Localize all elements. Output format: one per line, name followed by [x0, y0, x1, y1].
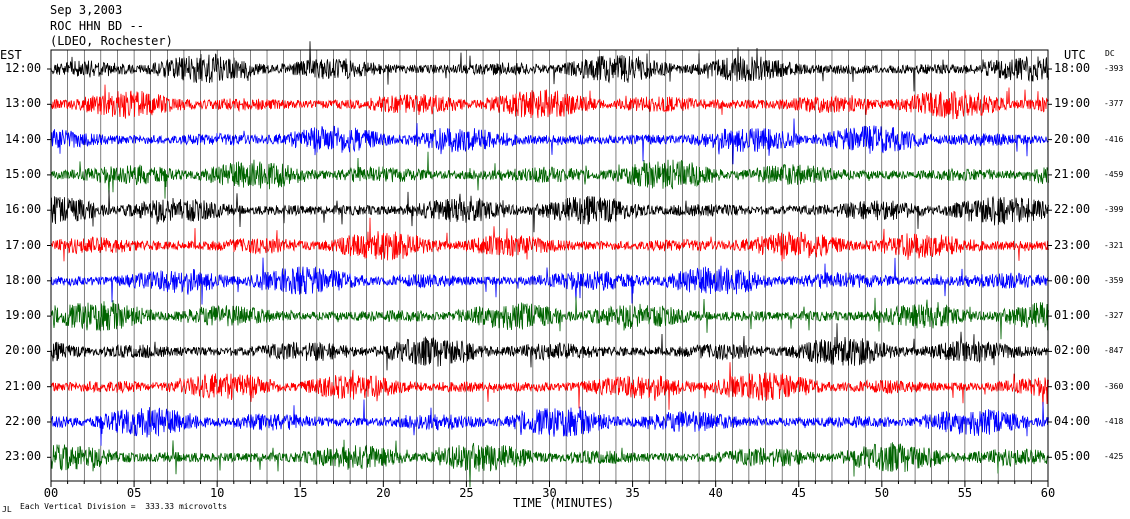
footer-mark: JL — [2, 505, 12, 514]
seismic-trace-1700 — [50, 217, 1049, 262]
x-tick-label: 15 — [293, 486, 307, 500]
header-date: Sep 3,2003 — [50, 3, 123, 17]
dc-offset-value: -416 — [1104, 134, 1124, 144]
utc-hour-label: 23:00 — [1054, 237, 1091, 252]
est-hour-label: 15:00 — [5, 166, 42, 181]
x-tick-label: 10 — [210, 486, 224, 500]
seismic-trace-1200 — [50, 41, 1049, 92]
dc-offset-value: -360 — [1104, 381, 1124, 391]
dc-offset-value: -459 — [1104, 169, 1124, 179]
dc-offset-value: -327 — [1104, 311, 1124, 321]
est-hour-label: 17:00 — [5, 237, 42, 252]
dc-offset-value: -377 — [1104, 99, 1124, 109]
est-hour-label: 13:00 — [5, 96, 42, 111]
right-timezone-label: UTC — [1064, 48, 1086, 62]
est-hour-label: 18:00 — [5, 272, 42, 287]
x-tick-label: 00 — [44, 486, 58, 500]
utc-hour-label: 21:00 — [1054, 166, 1091, 181]
dc-offset-value: -321 — [1104, 240, 1124, 250]
utc-hour-label: 02:00 — [1054, 343, 1091, 358]
est-hour-label: 21:00 — [5, 378, 42, 393]
seismic-trace-1400 — [50, 118, 1049, 165]
est-hour-label: 23:00 — [5, 449, 42, 464]
seismic-trace-1300 — [50, 84, 1049, 120]
dc-offset-value: -359 — [1104, 275, 1124, 285]
utc-hour-label: 05:00 — [1054, 449, 1091, 464]
x-tick-label: 30 — [542, 486, 556, 500]
utc-hour-label: 00:00 — [1054, 272, 1091, 287]
utc-hour-label: 01:00 — [1054, 308, 1091, 323]
x-tick-label: 35 — [625, 486, 639, 500]
dc-offset-value: -399 — [1104, 205, 1124, 215]
utc-hour-label: 18:00 — [1054, 61, 1091, 75]
est-hour-label: 16:00 — [5, 202, 42, 217]
utc-hour-label: 20:00 — [1054, 131, 1091, 146]
minute-grid — [67, 50, 1032, 481]
dc-offset-value: -847 — [1104, 346, 1124, 356]
est-hour-label: 19:00 — [5, 308, 42, 323]
utc-hour-label: 19:00 — [1054, 96, 1091, 111]
x-tick-label: 40 — [708, 486, 722, 500]
scale-note: Each Vertical Division = 333.33 microvol… — [20, 502, 228, 511]
utc-hour-label: 22:00 — [1054, 202, 1091, 217]
est-hour-label: 14:00 — [5, 131, 42, 146]
seismic-trace-2000 — [50, 323, 1049, 371]
seismic-trace-2300 — [50, 439, 1049, 488]
utc-hour-label: 04:00 — [1054, 414, 1091, 428]
left-timezone-label: EST — [0, 48, 22, 62]
seismic-trace-1900 — [50, 296, 1049, 340]
dc-offset-value: -418 — [1104, 417, 1124, 426]
x-tick-label: 55 — [958, 486, 972, 500]
est-hour-label: 22:00 — [5, 414, 42, 428]
seismic-trace-1500 — [50, 151, 1049, 199]
header-network: (LDEO, Rochester) — [50, 34, 173, 48]
seismic-trace-1800 — [50, 257, 1049, 305]
est-hour-label: 12:00 — [5, 61, 42, 75]
header-station: ROC HHN BD -- — [50, 19, 144, 33]
x-tick-label: 05 — [127, 486, 141, 500]
x-tick-label: 60 — [1041, 486, 1055, 500]
x-axis-label: TIME (MINUTES) — [513, 496, 615, 510]
x-tick-label: 50 — [875, 486, 889, 500]
seismic-traces — [50, 41, 1049, 488]
dc-column-header: DC — [1105, 49, 1115, 58]
seismic-trace-1600 — [50, 190, 1049, 233]
x-tick-label: 25 — [459, 486, 473, 500]
x-tick-label: 20 — [376, 486, 390, 500]
utc-hour-label: 03:00 — [1054, 378, 1091, 393]
seismic-trace-2100 — [50, 362, 1049, 411]
dc-offset-value: -425 — [1104, 452, 1124, 462]
x-axis-ticks: 00 05 10 15 20 25 30 35 40 45 50 55 60 — [44, 481, 1055, 500]
seismic-trace-2200 — [50, 399, 1049, 446]
dc-offset-value: -393 — [1104, 64, 1124, 73]
x-tick-label: 45 — [792, 486, 806, 500]
est-hour-label: 20:00 — [5, 343, 42, 358]
